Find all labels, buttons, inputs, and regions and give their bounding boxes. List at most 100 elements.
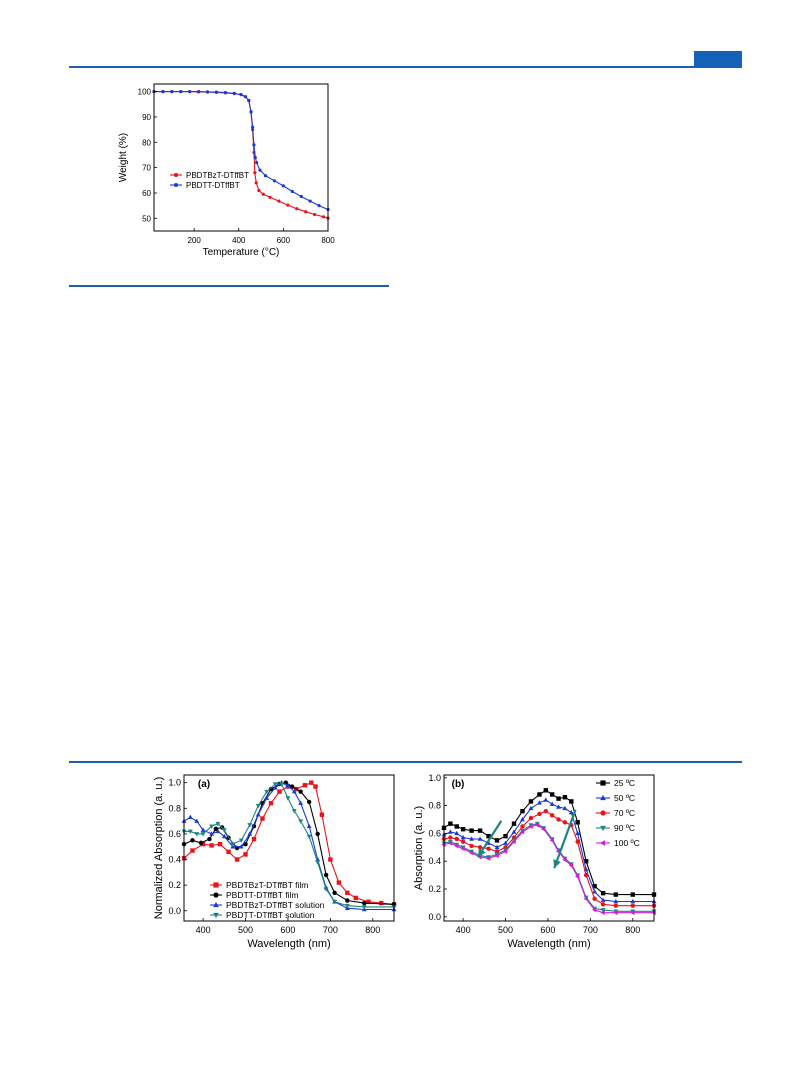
- data-point: [306, 834, 312, 840]
- data-point: [454, 824, 459, 829]
- y-axis-label: Normalized Absorption (a. u.): [153, 777, 165, 919]
- data-point: [272, 785, 278, 790]
- legend-label: 100 ºC: [614, 838, 640, 848]
- data-point: [600, 890, 606, 896]
- data-point: [460, 827, 466, 832]
- x-tick-label: 600: [280, 925, 295, 935]
- legend-marker: [213, 882, 219, 888]
- data-point: [448, 821, 453, 826]
- x-tick-label: 400: [232, 236, 246, 245]
- legend-label: 50 ºC: [614, 793, 635, 803]
- data-point: [207, 836, 212, 842]
- data-point: [477, 845, 483, 850]
- data-point: [485, 856, 491, 861]
- data-point: [600, 910, 605, 916]
- data-point: [251, 836, 257, 842]
- data-point: [592, 889, 598, 894]
- data-point: [170, 90, 174, 94]
- data-point: [200, 832, 206, 837]
- data-point: [630, 898, 636, 904]
- data-point: [295, 207, 299, 211]
- y-axis-label: Absorption (a. u.): [413, 806, 425, 890]
- data-point: [494, 838, 500, 843]
- data-point: [549, 801, 555, 806]
- legend-marker: [213, 901, 219, 908]
- data-point: [239, 93, 243, 97]
- data-point: [613, 910, 618, 916]
- data-point: [264, 795, 270, 800]
- data-point: [630, 910, 635, 916]
- data-point: [247, 823, 253, 828]
- data-point: [332, 890, 337, 896]
- x-tick-label: 700: [323, 925, 338, 935]
- data-point: [569, 799, 574, 804]
- data-point: [319, 812, 325, 817]
- data-point: [344, 903, 350, 909]
- data-point: [486, 846, 491, 851]
- data-point: [214, 90, 219, 94]
- data-point: [243, 852, 248, 857]
- figure-tga: 200 400 600 800 50 60 70 80 90 100 Temperature (°C…: [118, 78, 338, 260]
- data-point: [213, 826, 219, 831]
- x-tick-label: 800: [625, 925, 640, 935]
- data-point: [630, 903, 635, 908]
- series-line: [154, 91, 329, 219]
- data-point: [556, 804, 561, 809]
- data-point: [253, 171, 257, 175]
- data-point: [323, 887, 329, 892]
- legend-marker: [599, 840, 606, 846]
- data-point: [255, 803, 261, 809]
- data-point: [272, 179, 277, 183]
- data-point: [592, 884, 597, 889]
- data-point: [277, 789, 282, 794]
- trend-arrow: [553, 809, 577, 869]
- data-point: [460, 839, 466, 844]
- y-tick-label: 0.2: [428, 884, 441, 894]
- data-point: [277, 199, 281, 203]
- data-point: [336, 880, 342, 885]
- data-point: [543, 808, 549, 814]
- legend-label: PBDTBzT-DTffBT film: [226, 880, 308, 890]
- data-point: [291, 809, 297, 814]
- x-axis-label: Temperature (°C): [203, 247, 280, 258]
- data-point: [197, 90, 201, 94]
- y-tick-label: 0.8: [428, 801, 441, 811]
- panel-label: (b): [452, 779, 465, 790]
- data-point: [353, 895, 359, 901]
- data-point: [200, 827, 206, 832]
- legend-marker: [600, 794, 606, 801]
- legend-marker: [174, 173, 178, 177]
- data-point: [537, 811, 542, 817]
- data-point: [194, 818, 200, 823]
- x-tick-label: 600: [540, 925, 555, 935]
- data-point: [583, 872, 589, 878]
- legend-label: PBDTT-DTffBT: [186, 181, 240, 190]
- y-tick-label: 60: [142, 189, 151, 198]
- data-point: [230, 842, 236, 847]
- data-point: [261, 192, 265, 196]
- data-point: [332, 900, 338, 905]
- data-point: [290, 189, 294, 194]
- data-point: [298, 800, 304, 805]
- data-point: [537, 800, 542, 805]
- data-point: [494, 853, 499, 859]
- data-point: [543, 797, 549, 802]
- tga-chart: 200 400 600 800 50 60 70 80 90 100 Temperature (°C…: [118, 83, 335, 258]
- trend-arrow: [477, 820, 503, 858]
- y-tick-label: 50: [142, 214, 151, 223]
- data-point: [345, 898, 350, 903]
- data-point: [454, 836, 459, 842]
- legend-label: PBDTT-DTffBT film: [226, 890, 298, 900]
- data-point: [562, 820, 568, 825]
- data-point: [511, 829, 517, 834]
- data-point: [194, 832, 200, 837]
- data-point: [238, 844, 244, 849]
- data-point: [454, 843, 459, 849]
- data-point: [600, 908, 606, 913]
- data-point: [520, 824, 525, 829]
- data-point: [198, 840, 204, 846]
- legend-marker: [600, 780, 606, 786]
- x-tick-label: 800: [365, 925, 380, 935]
- data-point: [187, 814, 193, 820]
- data-point: [600, 902, 606, 907]
